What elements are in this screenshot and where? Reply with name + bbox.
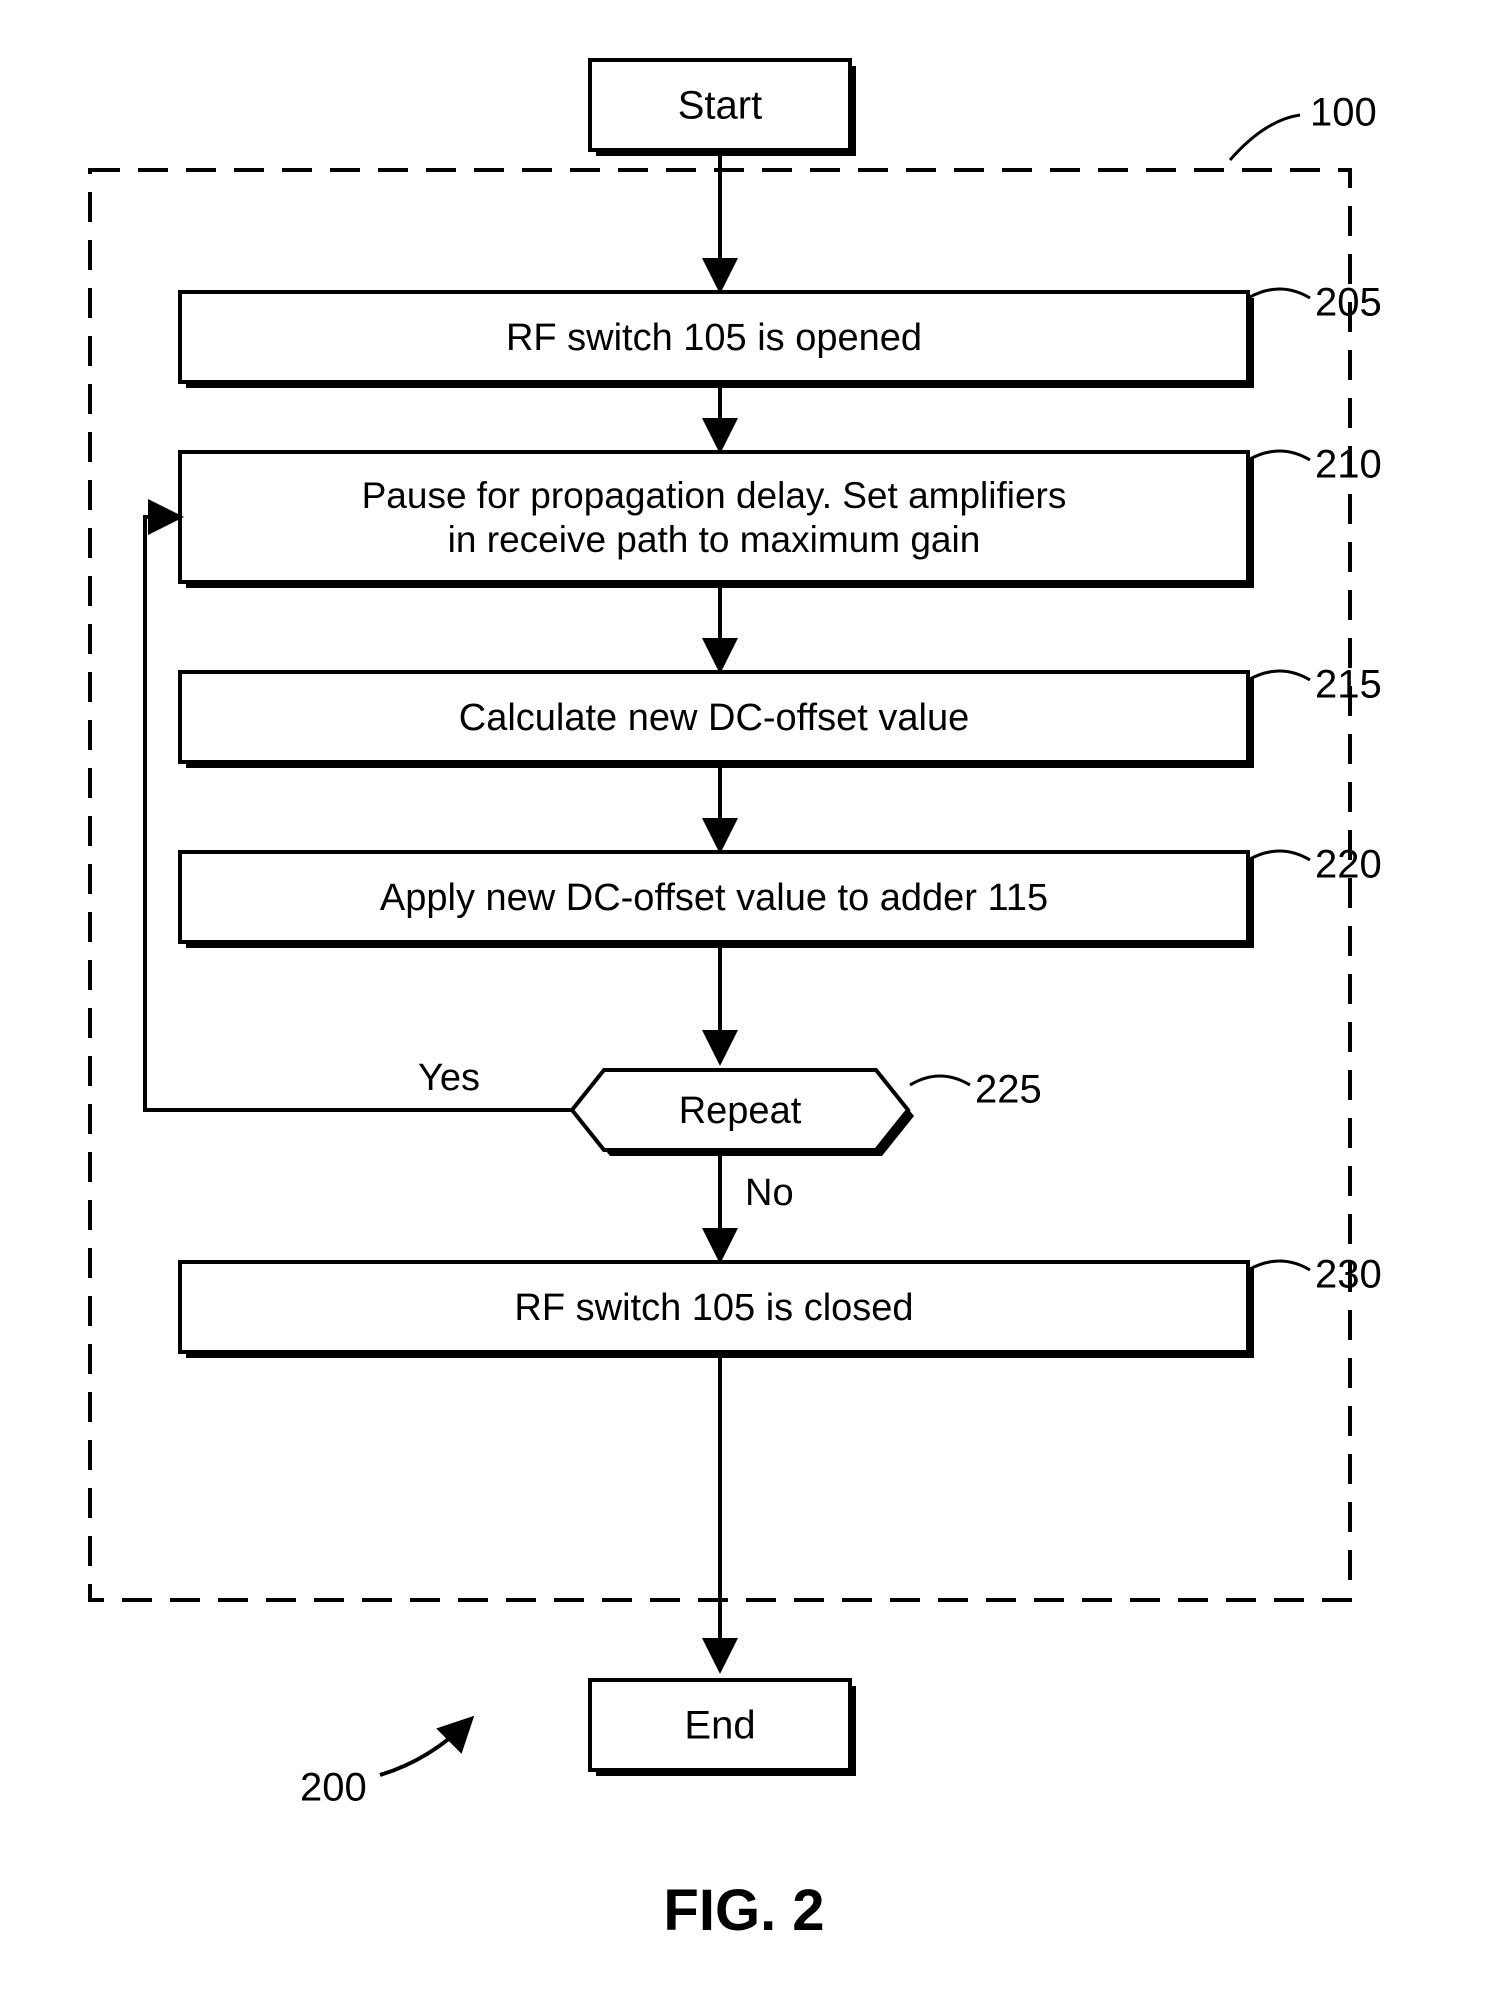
step-230-label: RF switch 105 is closed xyxy=(514,1287,913,1329)
step-215: Calculate new DC-offset value xyxy=(180,672,1254,768)
arrow-repeat-yes xyxy=(145,517,572,1110)
leader-210 xyxy=(1248,451,1310,460)
step-210-line2: in receive path to maximum gain xyxy=(448,519,981,560)
step-210-line1: Pause for propagation delay. Set amplifi… xyxy=(362,475,1067,516)
ref-220: 220 xyxy=(1315,843,1382,887)
ref-205: 205 xyxy=(1315,281,1382,325)
step-230: RF switch 105 is closed xyxy=(180,1262,1254,1358)
end-label: End xyxy=(684,1704,755,1748)
ref-215: 215 xyxy=(1315,663,1382,707)
leader-100 xyxy=(1230,115,1300,160)
ref-230: 230 xyxy=(1315,1253,1382,1297)
ref-210: 210 xyxy=(1315,443,1382,487)
leader-205 xyxy=(1248,289,1310,298)
step-205: RF switch 105 is opened xyxy=(180,292,1254,388)
figure-title: FIG. 2 xyxy=(663,1878,824,1943)
step-220: Apply new DC-offset value to adder 115 xyxy=(180,852,1254,948)
end-node: End xyxy=(590,1680,856,1776)
container-ref-label: 100 xyxy=(1310,91,1377,135)
start-node: Start xyxy=(590,60,856,156)
step-220-label: Apply new DC-offset value to adder 115 xyxy=(380,877,1048,919)
start-label: Start xyxy=(678,84,762,128)
leader-220 xyxy=(1248,851,1310,860)
step-205-label: RF switch 105 is opened xyxy=(506,317,922,359)
leader-225 xyxy=(910,1076,970,1085)
leader-215 xyxy=(1248,671,1310,680)
leader-200 xyxy=(380,1720,470,1775)
step-215-label: Calculate new DC-offset value xyxy=(459,697,969,739)
step-210: Pause for propagation delay. Set amplifi… xyxy=(180,452,1254,588)
yes-label: Yes xyxy=(418,1057,480,1099)
ref-225: 225 xyxy=(975,1068,1042,1112)
repeat-label: Repeat xyxy=(679,1090,802,1132)
no-label: No xyxy=(745,1172,794,1214)
decision-repeat: Repeat xyxy=(572,1070,914,1156)
flowchart-diagram: 100 Start RF switch 105 is opened 205 Pa… xyxy=(0,0,1488,2000)
leader-230 xyxy=(1248,1261,1310,1270)
figure-ref-label: 200 xyxy=(300,1766,367,1810)
